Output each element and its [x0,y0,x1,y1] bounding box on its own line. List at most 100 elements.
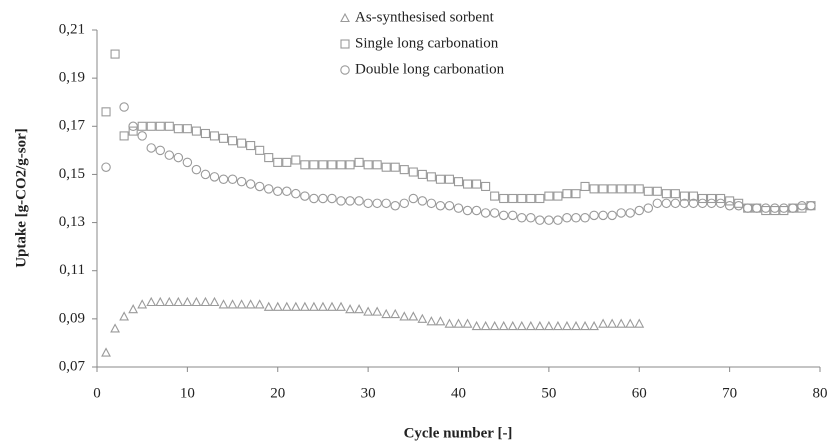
data-point [480,320,491,331]
data-point [399,311,410,321]
data-point [137,121,147,131]
x-tick-label: 40 [451,385,466,401]
data-point [552,320,563,331]
data-point [553,191,563,201]
data-point [426,172,436,182]
data-point [525,320,536,331]
data-point [607,318,618,328]
data-point [218,299,229,309]
data-point [562,320,572,331]
data-point [408,311,419,321]
data-point [281,301,292,311]
data-point [508,193,518,204]
data-point [688,191,699,201]
data-point [444,318,455,328]
data-point [336,160,346,170]
data-point [598,184,608,194]
legend-marker [340,65,350,75]
data-point [417,313,428,323]
data-point [526,193,536,204]
data-point [236,176,247,187]
data-point [137,299,148,309]
data-point [797,200,807,211]
data-point [345,196,355,206]
data-point [571,213,581,223]
data-point [779,203,789,213]
data-point [228,136,238,146]
data-point [580,320,590,331]
data-point [299,301,310,311]
data-point [146,296,157,307]
data-point [336,301,346,311]
data-point [173,152,184,163]
data-point [444,200,455,211]
data-point [173,296,184,307]
data-point [408,193,419,204]
data-point [498,320,509,331]
data-point [381,162,391,172]
data-point [282,186,292,197]
data-point [634,184,644,194]
data-point [724,200,735,211]
y-tick-label: 0,11 [59,262,85,278]
data-point [643,203,654,213]
data-point [173,124,183,134]
data-point [471,320,482,331]
data-point [101,162,111,172]
data-point [345,304,355,314]
data-point [182,296,193,307]
data-point [543,320,554,331]
x-tick-label: 10 [180,385,195,401]
data-point [309,160,319,170]
legend-marker [340,12,350,23]
data-point [725,196,735,206]
data-point [209,296,220,307]
data-point [209,172,220,182]
data-point [390,162,400,172]
data-point [481,181,491,192]
x-tick-label: 70 [722,385,737,401]
data-point [128,121,138,132]
data-point [318,301,328,311]
x-tick-label: 20 [270,385,285,401]
data-point [363,306,374,316]
data-point [354,196,364,206]
data-point [706,198,717,209]
data-point [742,203,753,213]
data-point [110,323,120,333]
data-point [472,179,482,189]
data-point [716,193,726,204]
data-point [544,191,554,201]
data-point [643,186,653,196]
data-point [453,177,464,187]
data-point [209,131,220,141]
data-point [535,193,545,204]
data-point [471,205,482,216]
data-point [517,193,527,204]
y-tick-label: 0,09 [59,310,85,326]
data-point [507,320,518,331]
data-point [670,198,681,209]
data-point [155,296,166,307]
y-tick-label: 0,07 [59,358,86,374]
data-point [562,213,572,223]
data-point [661,189,671,199]
data-point [490,191,500,201]
data-point [489,320,500,331]
data-point [607,210,617,221]
data-point [589,184,599,194]
data-point [706,193,717,204]
data-point [146,143,156,153]
data-point [435,316,446,326]
data-point [291,155,301,165]
data-point [534,320,545,331]
y-axis-title: Uptake [g-CO2/g-sor] [13,128,29,268]
data-point [571,189,581,199]
data-point [516,320,527,331]
data-point [254,181,265,192]
data-point [435,174,445,184]
data-point [291,188,301,199]
data-point [372,306,383,316]
data-point [146,121,156,131]
data-point [489,208,500,218]
